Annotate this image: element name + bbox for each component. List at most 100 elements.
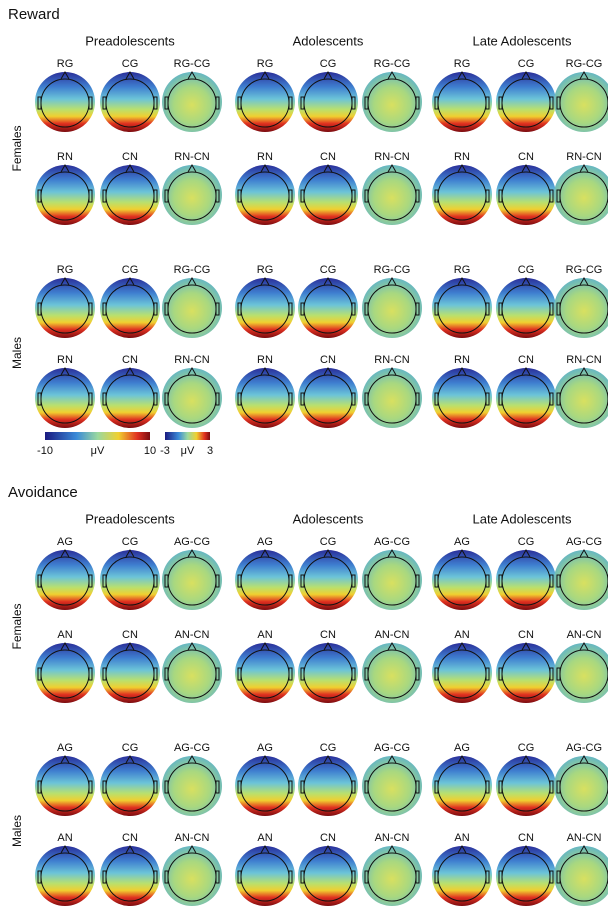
ear xyxy=(37,189,42,203)
nose xyxy=(579,70,589,80)
scalp-map xyxy=(298,165,358,225)
colorbar-min: -3 xyxy=(160,445,170,457)
nose xyxy=(579,366,589,376)
nose xyxy=(260,844,270,854)
scalp-map xyxy=(432,846,492,906)
map-label: CG xyxy=(518,536,535,548)
ear xyxy=(215,574,220,588)
map-label: CG xyxy=(518,742,535,754)
scalp-map xyxy=(35,756,95,816)
topomap xyxy=(235,844,295,906)
nose xyxy=(187,754,197,764)
ear xyxy=(153,302,158,316)
ear xyxy=(88,574,93,588)
ear xyxy=(153,189,158,203)
scalp-map xyxy=(496,368,556,428)
ear xyxy=(215,780,220,794)
map-label: AN xyxy=(57,832,72,844)
scalp-map xyxy=(496,550,556,610)
ear xyxy=(351,392,356,406)
ear xyxy=(556,392,561,406)
ear xyxy=(237,302,242,316)
scalp-map xyxy=(100,643,160,703)
topomap xyxy=(162,548,222,610)
ear xyxy=(364,870,369,884)
scalp-map xyxy=(35,846,95,906)
map-label: RN xyxy=(454,354,470,366)
scalp-map xyxy=(432,643,492,703)
map-label: RG-CG xyxy=(374,58,411,70)
topomap xyxy=(362,548,422,610)
ear xyxy=(288,780,293,794)
topomap xyxy=(100,754,160,816)
ear xyxy=(102,96,107,110)
ear xyxy=(237,392,242,406)
map-label: CN xyxy=(122,832,138,844)
ear xyxy=(434,189,439,203)
map-label: RG xyxy=(257,264,274,276)
topomap xyxy=(554,366,608,428)
topomap xyxy=(298,366,358,428)
topomap xyxy=(432,548,492,610)
ear xyxy=(164,870,169,884)
section-title: Avoidance xyxy=(8,484,78,501)
map-label: AN xyxy=(454,629,469,641)
ear xyxy=(164,667,169,681)
ear xyxy=(549,96,554,110)
scalp-map xyxy=(298,550,358,610)
scalp-map xyxy=(100,72,160,132)
nose xyxy=(323,641,333,651)
ear xyxy=(556,189,561,203)
ear xyxy=(415,302,420,316)
ear xyxy=(556,302,561,316)
topomap xyxy=(235,754,295,816)
scalp-map xyxy=(162,368,222,428)
nose xyxy=(521,641,531,651)
map-label: AG-CG xyxy=(174,536,210,548)
topomap xyxy=(235,163,295,225)
scalp-map xyxy=(235,368,295,428)
ear xyxy=(300,780,305,794)
topomap xyxy=(35,754,95,816)
colorbar-max: 10 xyxy=(144,445,156,457)
nose xyxy=(457,70,467,80)
topomap xyxy=(362,844,422,906)
map-label: RG-CG xyxy=(566,264,603,276)
scalp-map xyxy=(496,165,556,225)
ear xyxy=(88,96,93,110)
topomap xyxy=(432,844,492,906)
scalp-map xyxy=(235,278,295,338)
nose xyxy=(60,844,70,854)
ear xyxy=(498,392,503,406)
ear xyxy=(88,667,93,681)
topomap xyxy=(100,276,160,338)
ear xyxy=(164,780,169,794)
nose xyxy=(579,754,589,764)
ear xyxy=(37,870,42,884)
scalp-map xyxy=(35,643,95,703)
map-label: CN xyxy=(518,832,534,844)
nose xyxy=(323,276,333,286)
ear xyxy=(415,870,420,884)
colorbar-unit: μV xyxy=(181,445,195,457)
ear xyxy=(434,574,439,588)
ear xyxy=(351,667,356,681)
ear xyxy=(434,870,439,884)
nose xyxy=(457,366,467,376)
topomap xyxy=(362,70,422,132)
scalp-map xyxy=(298,72,358,132)
topomap xyxy=(235,366,295,428)
scalp-map xyxy=(235,643,295,703)
scalp-map xyxy=(554,846,608,906)
ear xyxy=(215,667,220,681)
topomap xyxy=(496,70,556,132)
topomap xyxy=(554,754,608,816)
scalp-map xyxy=(235,72,295,132)
ear xyxy=(556,574,561,588)
sex-label: Females xyxy=(10,603,24,649)
topomap xyxy=(162,366,222,428)
ear xyxy=(215,189,220,203)
ear xyxy=(485,667,490,681)
topomap xyxy=(162,163,222,225)
topomap xyxy=(100,366,160,428)
